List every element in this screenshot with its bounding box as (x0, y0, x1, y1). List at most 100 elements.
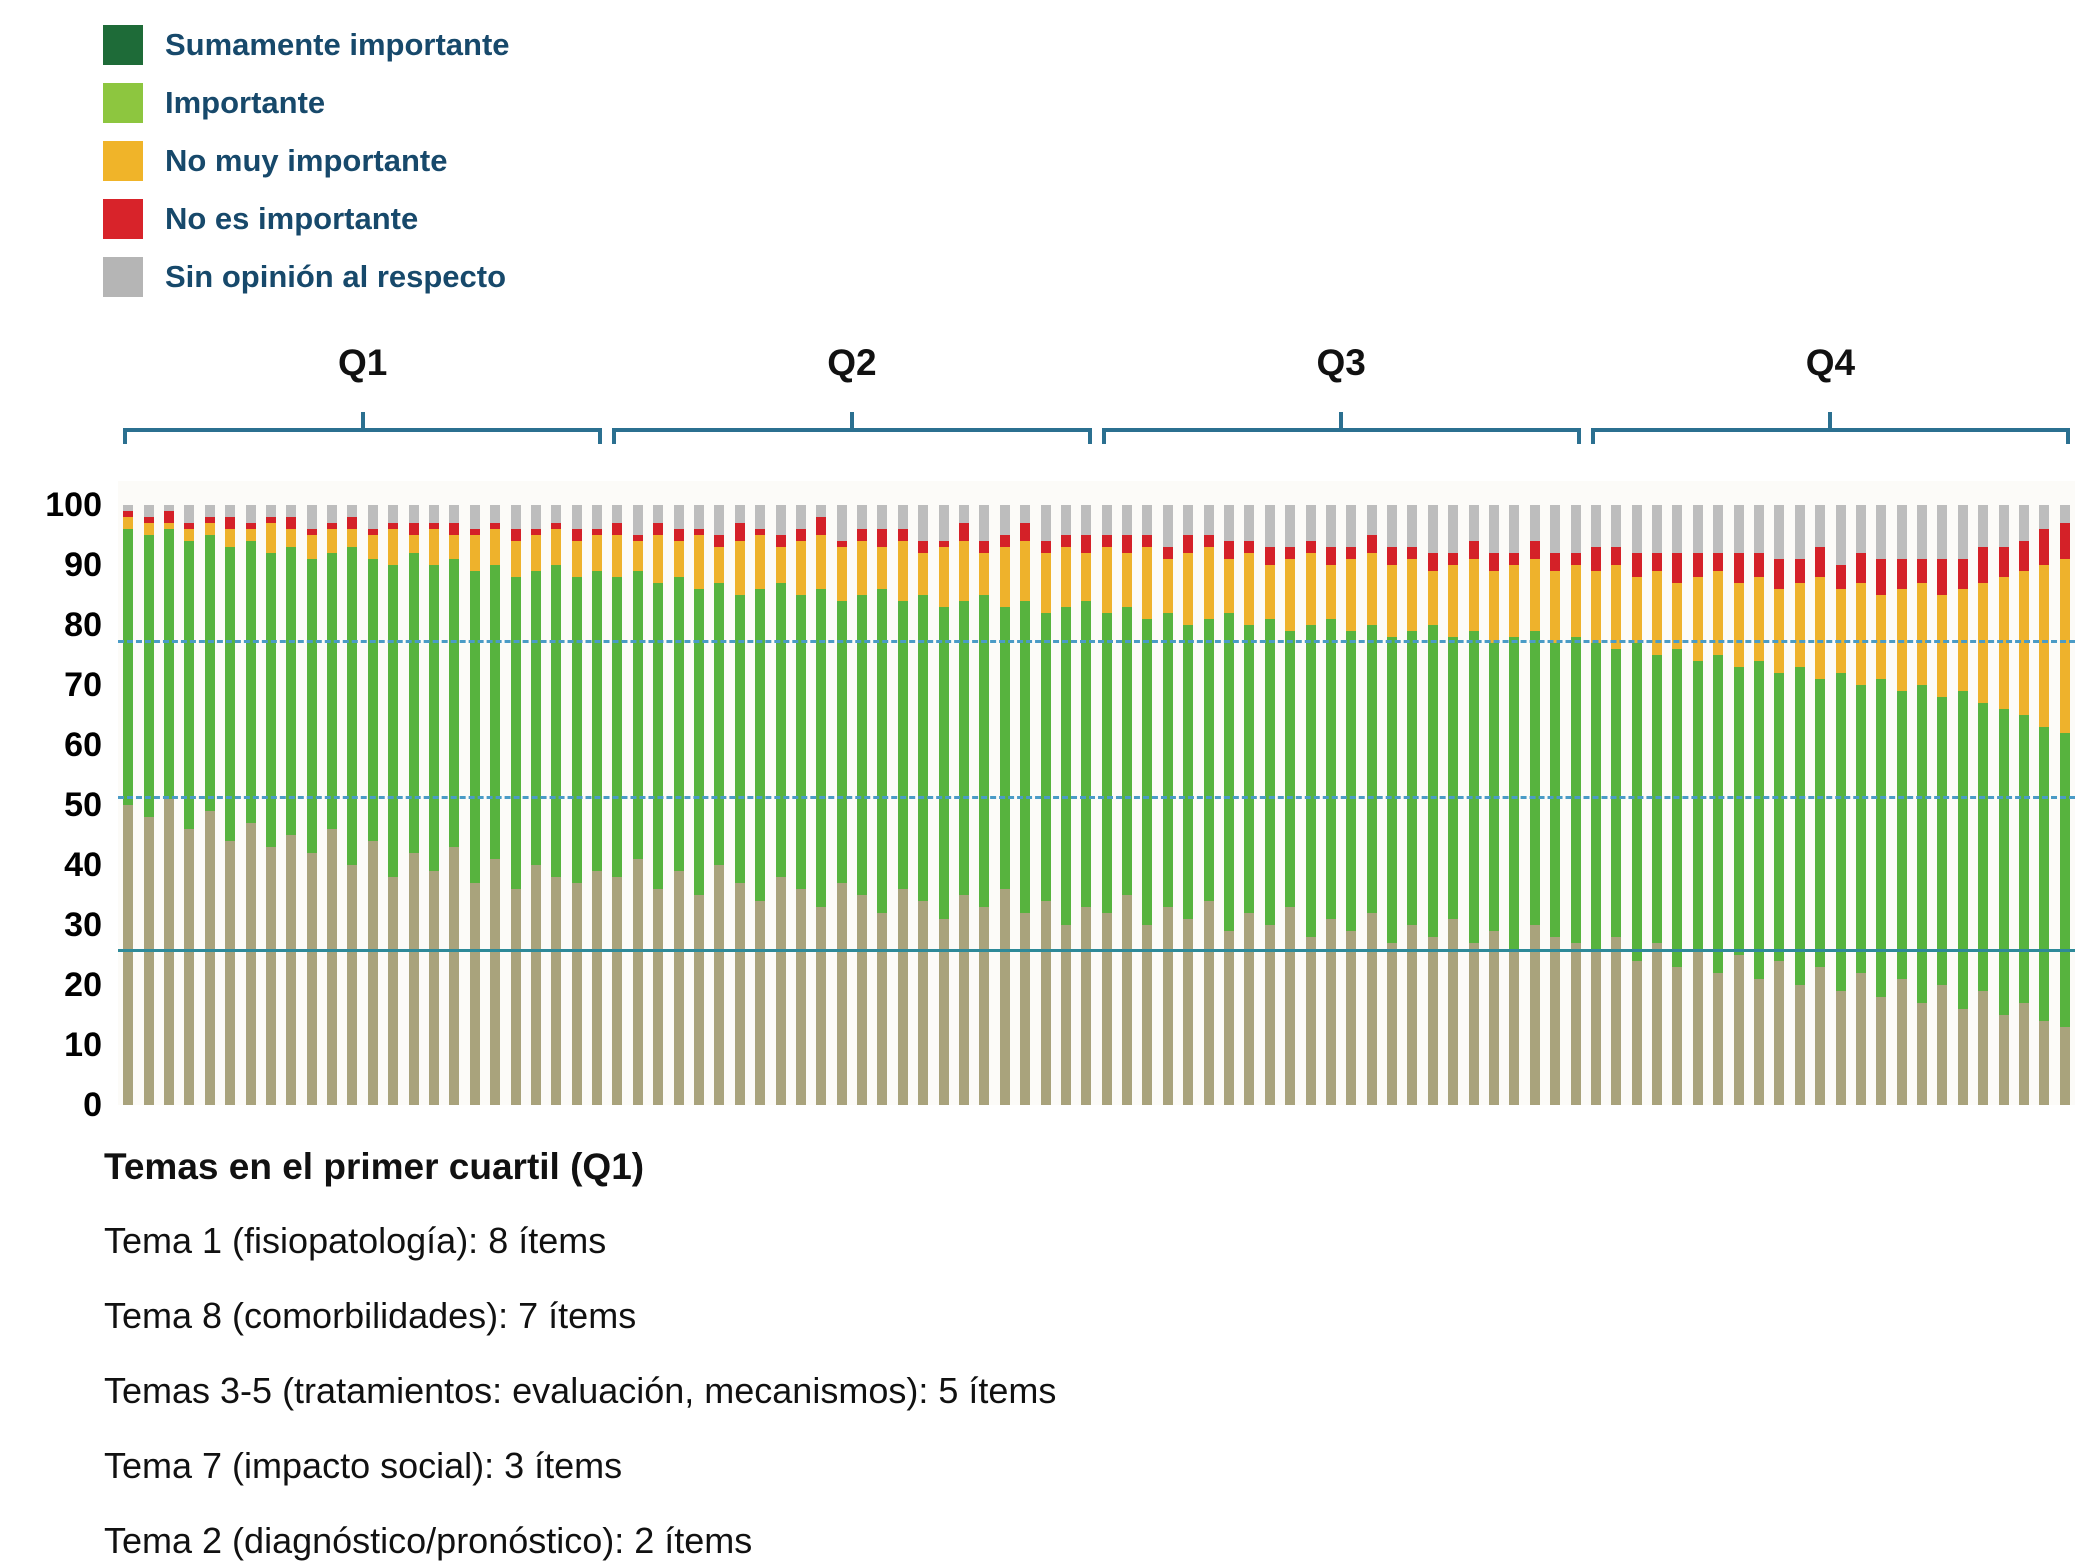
seg-importante (510, 577, 521, 889)
seg-sumamente-importante (367, 841, 378, 1105)
bar-item-50 (1122, 505, 1133, 1105)
seg-no-muy-importante (1733, 583, 1744, 667)
seg-importante (245, 541, 256, 823)
bar-item-20 (510, 505, 521, 1105)
seg-no-muy-importante (306, 535, 317, 559)
bar-item-24 (592, 505, 603, 1105)
seg-no-muy-importante (1611, 565, 1622, 649)
seg-sin-opinion (1590, 505, 1601, 547)
seg-no-es-importante (1081, 535, 1092, 553)
seg-no-muy-importante (775, 547, 786, 583)
bar-item-95 (2039, 505, 2050, 1105)
seg-importante (897, 601, 908, 889)
plot-area (118, 481, 2075, 1105)
seg-sumamente-importante (2039, 1021, 2050, 1105)
seg-sin-opinion (1855, 505, 1866, 553)
seg-sin-opinion (1387, 505, 1398, 547)
seg-sin-opinion (1346, 505, 1357, 547)
bar-item-35 (816, 505, 827, 1105)
seg-sumamente-importante (1917, 1003, 1928, 1105)
seg-no-es-importante (755, 529, 766, 535)
seg-sin-opinion (1529, 505, 1540, 541)
bar-item-1 (123, 505, 134, 1105)
seg-sumamente-importante (673, 871, 684, 1105)
seg-sin-opinion (918, 505, 929, 541)
seg-sumamente-importante (204, 811, 215, 1105)
seg-sin-opinion (571, 505, 582, 529)
seg-sumamente-importante (918, 901, 929, 1105)
seg-no-muy-importante (1917, 583, 1928, 685)
seg-no-muy-importante (857, 541, 868, 595)
seg-importante (1937, 697, 1948, 985)
seg-importante (1957, 691, 1968, 1009)
seg-no-muy-importante (1998, 577, 2009, 709)
legend-item-importante: Importante (103, 74, 510, 132)
bar-item-54 (1203, 505, 1214, 1105)
seg-sumamente-importante (184, 829, 195, 1105)
bar-item-78 (1692, 505, 1703, 1105)
seg-no-muy-importante (1489, 571, 1500, 643)
seg-no-muy-importante (612, 535, 623, 577)
legend-label-no-es-importante: No es importante (165, 201, 419, 236)
bar-item-93 (1998, 505, 2009, 1105)
seg-no-muy-importante (816, 535, 827, 589)
seg-no-muy-importante (1631, 577, 1642, 643)
seg-importante (1672, 649, 1683, 967)
bar-item-45 (1020, 505, 1031, 1105)
seg-no-es-importante (1815, 547, 1826, 577)
seg-sin-opinion (347, 505, 358, 517)
seg-importante (653, 583, 664, 889)
seg-sumamente-importante (795, 889, 806, 1105)
seg-no-es-importante (958, 523, 969, 541)
seg-importante (857, 595, 868, 895)
seg-importante (1325, 619, 1336, 919)
seg-no-es-importante (1794, 559, 1805, 583)
seg-importante (592, 571, 603, 871)
seg-no-es-importante (1754, 553, 1765, 577)
seg-no-es-importante (1570, 553, 1581, 565)
seg-no-es-importante (551, 523, 562, 529)
y-tick-label: 20 (64, 966, 102, 1004)
seg-no-muy-importante (958, 541, 969, 601)
seg-no-es-importante (1917, 559, 1928, 583)
seg-sumamente-importante (1325, 919, 1336, 1105)
bar-item-13 (367, 505, 378, 1105)
bar-item-77 (1672, 505, 1683, 1105)
seg-no-es-importante (1224, 541, 1234, 559)
seg-sumamente-importante (1529, 925, 1540, 1105)
seg-no-muy-importante (1937, 595, 1948, 697)
bar-item-58 (1285, 505, 1296, 1105)
seg-no-es-importante (286, 517, 297, 529)
seg-sumamente-importante (1264, 925, 1275, 1105)
seg-sin-opinion (143, 505, 154, 517)
seg-sumamente-importante (1346, 931, 1357, 1105)
seg-importante (204, 535, 215, 811)
bar-item-84 (1815, 505, 1826, 1105)
seg-no-es-importante (265, 517, 276, 523)
seg-sin-opinion (2039, 505, 2050, 529)
seg-sin-opinion (2019, 505, 2030, 541)
note-line-3: Temas 3-5 (tratamientos: evaluación, mec… (104, 1370, 1057, 1411)
seg-no-muy-importante (469, 535, 480, 571)
legend-swatch-sin-opinion-icon (103, 257, 143, 297)
seg-no-muy-importante (1652, 571, 1663, 655)
bracket-center-tick-icon (360, 412, 365, 428)
seg-no-muy-importante (836, 547, 847, 601)
seg-no-es-importante (184, 523, 195, 529)
seg-no-es-importante (795, 529, 806, 541)
seg-sin-opinion (1489, 505, 1500, 553)
seg-sin-opinion (408, 505, 419, 523)
seg-no-es-importante (938, 541, 949, 547)
seg-sin-opinion (1325, 505, 1336, 547)
seg-no-es-importante (327, 523, 338, 529)
seg-no-es-importante (1590, 547, 1601, 571)
seg-sumamente-importante (1142, 925, 1153, 1105)
seg-importante (2039, 727, 2050, 1021)
seg-no-es-importante (428, 523, 439, 529)
seg-sin-opinion (286, 505, 297, 517)
seg-no-es-importante (1264, 547, 1275, 565)
seg-no-es-importante (1387, 547, 1398, 565)
bar-item-27 (653, 505, 664, 1105)
bar-item-60 (1325, 505, 1336, 1105)
seg-importante (1733, 667, 1744, 955)
